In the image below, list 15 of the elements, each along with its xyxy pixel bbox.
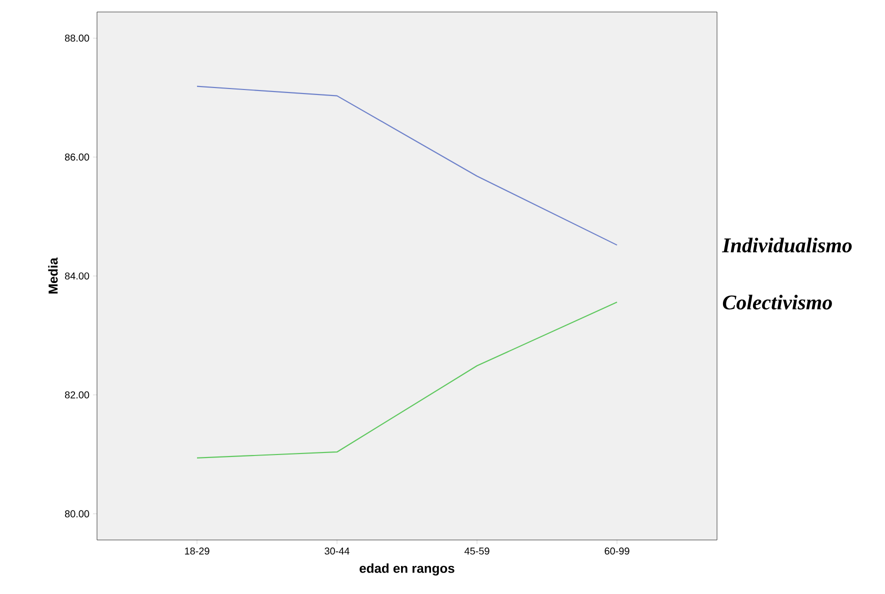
- y-tick-label: 80.00: [64, 510, 90, 518]
- x-tick-label: 60-99: [604, 548, 630, 555]
- y-axis-title: Media: [48, 258, 58, 294]
- x-tick-label: 45-59: [464, 548, 490, 555]
- y-tick-label: 86.00: [64, 154, 90, 161]
- y-tick-label: 84.00: [64, 272, 90, 280]
- text: Colectivismo: [722, 294, 832, 310]
- line-series: [196, 86, 618, 246]
- x-tick-label: 30-44: [324, 548, 350, 555]
- x-axis-title: edad en rangos: [360, 563, 454, 576]
- text: Individualismo: [722, 238, 852, 252]
- y-tick-label: 88.00: [64, 34, 90, 42]
- x-tick-label: 18-29: [185, 548, 210, 555]
- y-tick-label: 82.00: [64, 391, 90, 398]
- line-series: [196, 302, 618, 458]
